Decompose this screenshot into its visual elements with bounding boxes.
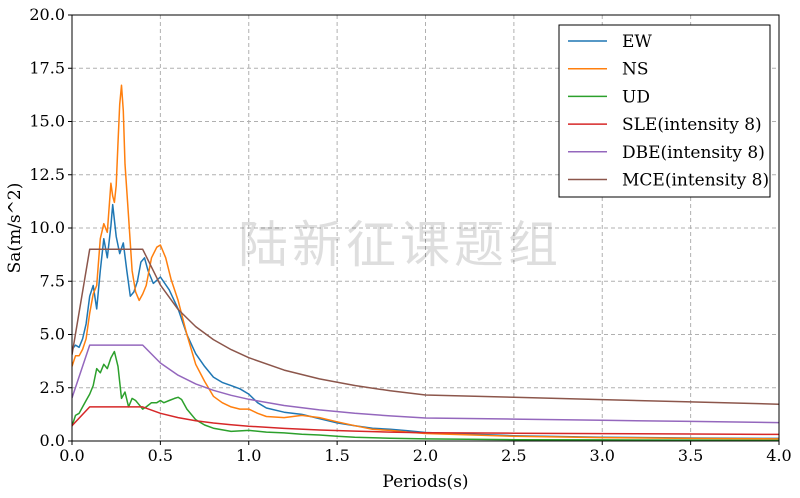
- series-line-dbe: [72, 344, 779, 424]
- x-tick-label: 3.0: [590, 446, 615, 465]
- x-tick-label: 0.5: [148, 446, 173, 465]
- watermark-text: 陆新征课题组: [238, 216, 562, 274]
- x-tick-label: 4.0: [766, 446, 791, 465]
- x-tick-label: 2.0: [413, 446, 438, 465]
- y-tick-label: 2.5: [40, 378, 65, 397]
- y-tick-label: 12.5: [29, 165, 65, 184]
- y-tick-label: 17.5: [29, 58, 65, 77]
- series-lines: [72, 84, 779, 441]
- x-tick-label: 0.0: [59, 446, 84, 465]
- x-tick-label: 2.5: [501, 446, 526, 465]
- x-tick-label: 3.5: [678, 446, 703, 465]
- y-axis-ticks: 0.0 2.5 5.0 7.5 10.0 12.5 15.0 17.5 20.0: [29, 5, 72, 450]
- grid: [72, 15, 779, 441]
- series-line-sle: [72, 406, 779, 436]
- y-tick-label: 15.0: [29, 112, 65, 131]
- x-axis-label: Periods(s): [382, 472, 468, 492]
- series-line-ns: [72, 84, 779, 440]
- legend-label: DBE(intensity 8): [622, 143, 765, 163]
- legend-box: [558, 24, 771, 198]
- legend-label: EW: [622, 32, 652, 52]
- y-tick-label: 5.0: [40, 325, 65, 344]
- x-axis-ticks: 0.0 0.5 1.0 1.5 2.0 2.5 3.0 3.5 4.0: [59, 441, 792, 465]
- x-tick-label: 1.5: [324, 446, 349, 465]
- y-tick-label: 7.5: [40, 271, 65, 290]
- series-line-mce: [72, 248, 779, 405]
- legend-label: SLE(intensity 8): [622, 115, 762, 135]
- x-tick-label: 1.0: [236, 446, 261, 465]
- series-line-ud: [72, 350, 779, 441]
- legend-label: NS: [622, 60, 649, 80]
- y-tick-label: 0.0: [40, 431, 65, 450]
- y-tick-label: 20.0: [29, 5, 65, 24]
- legend-label: UD: [622, 87, 650, 107]
- y-axis-label: Sa(m/s^2): [5, 183, 25, 274]
- y-tick-label: 10.0: [29, 218, 65, 237]
- legend-label: MCE(intensity 8): [622, 171, 769, 191]
- legend: EW NS UD SLE(intensity 8) DBE(intensity 8) MC…: [558, 24, 771, 198]
